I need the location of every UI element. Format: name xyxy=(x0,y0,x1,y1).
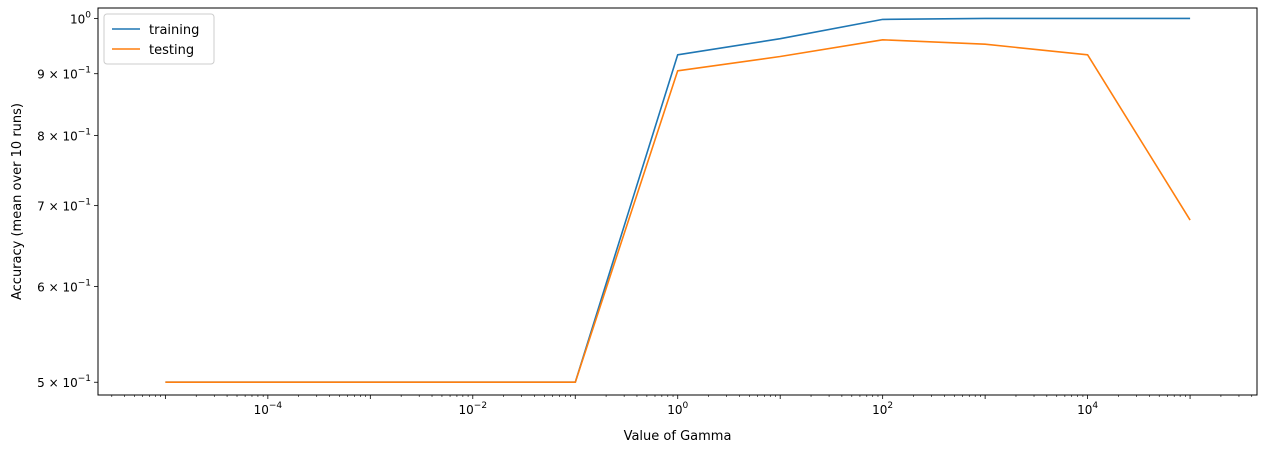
x-axis-label: Value of Gamma xyxy=(624,429,732,444)
y-axis-ticks: 100 9 × 10−1 8 × 10−1 7 × 10−1 6 × 10−1 5 × 1… xyxy=(37,10,98,390)
legend-label-testing: testing xyxy=(149,43,194,58)
legend: training testing xyxy=(103,13,215,65)
plot-lines xyxy=(165,17,1191,384)
y-tick-label: 6 × 10−1 xyxy=(37,279,91,295)
y-tick-label: 5 × 10−1 xyxy=(37,374,91,390)
series-line-testing xyxy=(165,38,1191,384)
y-tick-label: 100 xyxy=(70,10,91,26)
y-axis-label: Accuracy (mean over 10 runs) xyxy=(10,103,25,300)
y-tick-label: 8 × 10−1 xyxy=(37,128,91,144)
legend-label-training: training xyxy=(149,23,199,38)
x-axis-ticks: 10−4 10−2 100 102 104 xyxy=(111,395,1253,417)
x-tick-label: 102 xyxy=(872,401,893,417)
x-tick-label: 10−4 xyxy=(254,401,283,417)
x-tick-label: 104 xyxy=(1077,401,1098,417)
y-tick-label: 7 × 10−1 xyxy=(37,198,91,214)
x-tick-label: 100 xyxy=(667,401,688,417)
legend-box xyxy=(103,13,215,65)
x-tick-label: 10−2 xyxy=(459,401,488,417)
y-tick-label: 9 × 10−1 xyxy=(37,66,91,82)
plot-frame xyxy=(97,7,1258,396)
